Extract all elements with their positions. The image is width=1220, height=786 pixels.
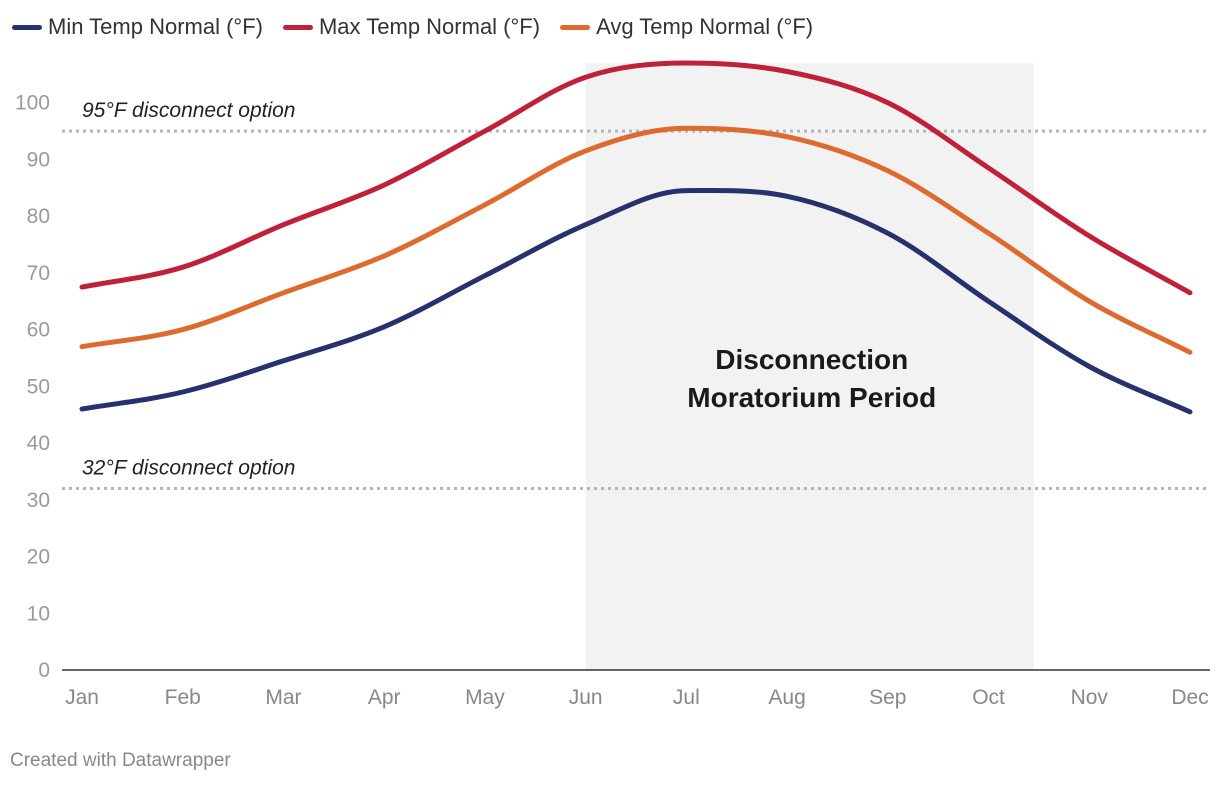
legend-swatch [12, 24, 42, 30]
y-tick-label: 70 [27, 262, 50, 285]
x-tick-label: Sep [869, 686, 906, 709]
reference-line-label: 95°F disconnect option [82, 99, 296, 122]
series-line-max [79, 60, 1193, 296]
legend-label: Max Temp Normal (°F) [318, 14, 541, 39]
moratorium-label: Moratorium Period [687, 382, 936, 413]
footer-credit: Created with Datawrapper [10, 750, 231, 771]
y-tick-label: 30 [27, 489, 50, 512]
moratorium-region [585, 63, 1034, 670]
chart-svg: 0 10 20 30 40 50 60 70 80 90 100 Jan Feb Mar Apr May Jun… [15, 60, 1210, 709]
x-tick-label: Jul [673, 686, 700, 709]
y-tick-label: 100 [15, 92, 50, 115]
x-tick-label: Dec [1171, 686, 1208, 709]
x-tick-label: Apr [368, 686, 401, 709]
legend-label: Avg Temp Normal (°F) [596, 14, 814, 39]
x-tick-label: Aug [768, 686, 805, 709]
y-tick-label: 60 [27, 319, 50, 342]
y-tick-label: 0 [38, 659, 50, 682]
y-tick-label: 40 [27, 432, 50, 455]
x-tick-label: Jun [569, 686, 603, 709]
reference-line-label: 32°F disconnect option [82, 456, 296, 479]
y-tick-label: 20 [27, 546, 50, 569]
legend-label: Min Temp Normal (°F) [48, 14, 263, 39]
moratorium-label: Disconnection [715, 344, 908, 375]
y-tick-label: 80 [27, 205, 50, 228]
x-tick-label: Oct [972, 686, 1005, 709]
x-tick-label: Nov [1071, 686, 1109, 709]
y-tick-label: 10 [27, 602, 50, 625]
x-tick-label: May [465, 686, 505, 709]
legend-item-avg: Avg Temp Normal (°F) [560, 14, 813, 40]
series-line-avg [79, 125, 1193, 355]
series-line-min [79, 187, 1193, 415]
legend-swatch [560, 24, 591, 30]
y-tick-label: 50 [27, 375, 50, 398]
legend-item-max: Max Temp Normal (°F) [282, 14, 541, 40]
x-tick-label: Jan [65, 686, 99, 709]
chart-legend: Min Temp Normal (°F) Max Temp Normal (°F)… [12, 14, 833, 40]
legend-item-min: Min Temp Normal (°F) [12, 14, 263, 40]
x-tick-label: Feb [165, 686, 201, 709]
y-tick-label: 90 [27, 148, 50, 171]
x-tick-label: Mar [265, 686, 301, 709]
legend-swatch [282, 24, 313, 30]
